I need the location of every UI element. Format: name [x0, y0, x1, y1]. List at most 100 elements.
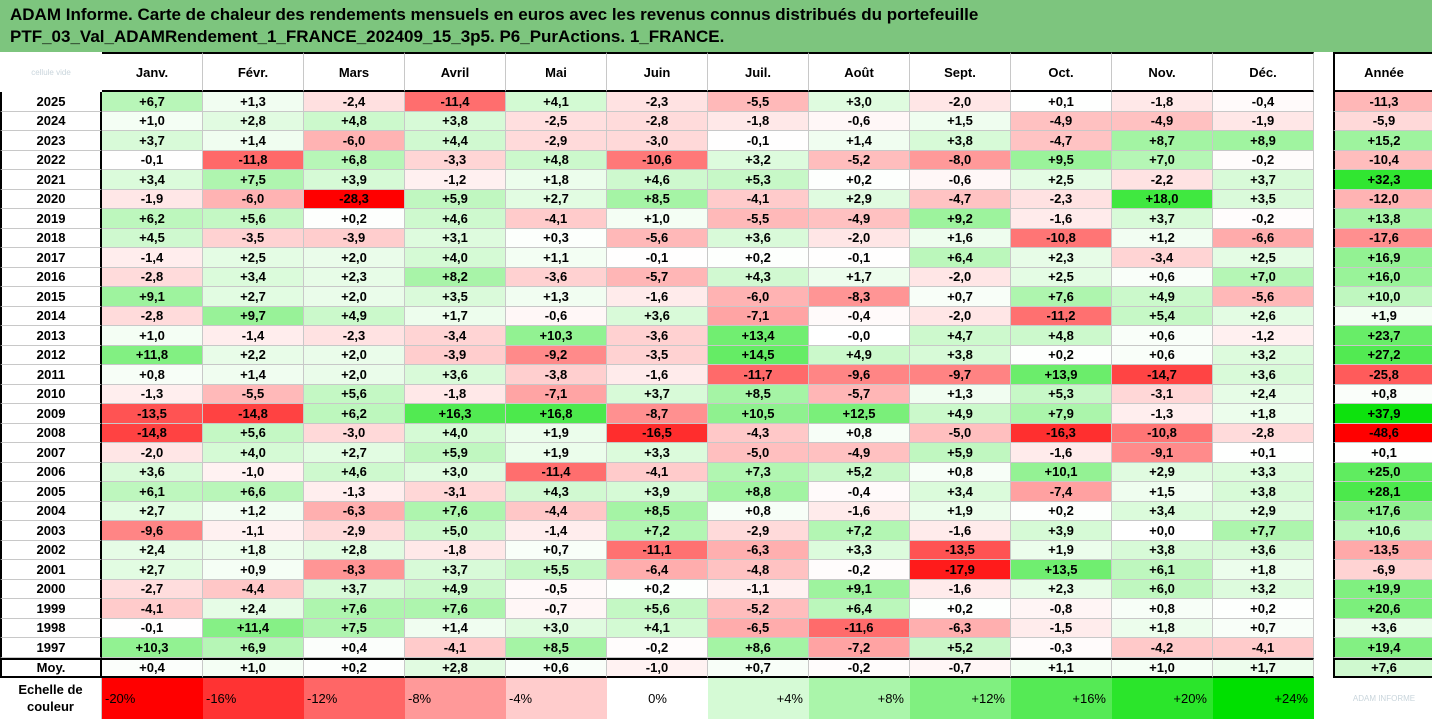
heatmap-cell: +2,5	[1213, 248, 1314, 268]
heatmap-cell: +3,7	[607, 384, 708, 404]
color-scale-label: Echelle de couleur	[0, 677, 102, 719]
heatmap-cell: +6,2	[102, 209, 203, 229]
heatmap-cell: +7,9	[1011, 404, 1112, 424]
heatmap-cell: +2,7	[304, 443, 405, 463]
annual-cell: +16,0	[1333, 267, 1432, 287]
heatmap-cell: -13,5	[910, 540, 1011, 560]
heatmap-cell: +5,9	[910, 443, 1011, 463]
annual-cell: -6,9	[1333, 560, 1432, 580]
heatmap-cell: +5,6	[203, 209, 304, 229]
heatmap-cell: +3,7	[304, 579, 405, 599]
heatmap-cell: +2,9	[1213, 501, 1314, 521]
average-cell: +1,0	[203, 657, 304, 678]
heatmap-cell: -1,6	[910, 579, 1011, 599]
column-gap	[1314, 345, 1333, 365]
heatmap-cell: +5,6	[203, 423, 304, 443]
average-cell: +0,6	[506, 657, 607, 678]
heatmap-cell: -3,6	[506, 267, 607, 287]
heatmap-cell: -4,1	[506, 209, 607, 229]
heatmap-cell: -14,8	[102, 423, 203, 443]
heatmap-cell: -7,1	[506, 384, 607, 404]
heatmap-cell: +7,6	[405, 599, 506, 619]
heatmap-cell: +1,9	[1011, 540, 1112, 560]
heatmap-cell: +1,9	[506, 443, 607, 463]
heatmap-cell: +1,6	[910, 228, 1011, 248]
year-label: 2006	[0, 462, 102, 482]
heatmap-cell: +7,2	[809, 521, 910, 541]
annual-cell: -25,8	[1333, 365, 1432, 385]
heatmap-cell: +7,6	[1011, 287, 1112, 307]
column-gap	[1314, 521, 1333, 541]
heatmap-cell: -1,1	[203, 521, 304, 541]
bottom-watermark: ADAM INFORME	[1352, 693, 1416, 703]
column-gap	[1314, 678, 1333, 719]
heatmap-cell: +1,8	[1112, 618, 1213, 638]
annual-cell: -48,6	[1333, 423, 1432, 443]
annual-cell: +37,9	[1333, 404, 1432, 424]
heatmap-cell: -1,6	[607, 365, 708, 385]
heatmap-cell: -0,2	[809, 560, 910, 580]
heatmap-cell: +3,8	[910, 345, 1011, 365]
heatmap-cell: +4,6	[607, 170, 708, 190]
annual-cell: -17,6	[1333, 228, 1432, 248]
heatmap-cell: +6,7	[102, 92, 203, 112]
heatmap-cell: -3,0	[607, 131, 708, 151]
column-gap	[1314, 287, 1333, 307]
heatmap-cell: +0,8	[809, 423, 910, 443]
column-gap	[1314, 209, 1333, 229]
heatmap-cell: +6,1	[1112, 560, 1213, 580]
heatmap-cell: +0,7	[1213, 618, 1314, 638]
heatmap-cell: -7,1	[708, 306, 809, 326]
heatmap-cell: +5,4	[1112, 306, 1213, 326]
heatmap-cell: -28,3	[304, 189, 405, 209]
month-header: Janv.	[102, 52, 203, 92]
heatmap-cell: +1,4	[203, 131, 304, 151]
annual-cell: +32,3	[1333, 170, 1432, 190]
column-gap	[1314, 404, 1333, 424]
heatmap-cell: -7,2	[809, 638, 910, 658]
heatmap-cell: -11,2	[1011, 306, 1112, 326]
heatmap-cell: +8,7	[1112, 131, 1213, 151]
year-label: 2012	[0, 345, 102, 365]
heatmap-cell: +5,5	[506, 560, 607, 580]
heatmap-cell: -1,4	[203, 326, 304, 346]
heatmap-cell: -1,6	[809, 501, 910, 521]
heatmap-cell: -8,3	[304, 560, 405, 580]
heatmap-cell: +3,3	[607, 443, 708, 463]
average-cell: -0,7	[910, 657, 1011, 678]
year-label: 2000	[0, 579, 102, 599]
average-cell: -0,2	[809, 657, 910, 678]
column-gap	[1314, 501, 1333, 521]
heatmap-cell: +10,1	[1011, 462, 1112, 482]
heatmap-cell: +4,9	[809, 345, 910, 365]
heatmap-cell: -6,3	[304, 501, 405, 521]
heatmap-cell: -2,9	[304, 521, 405, 541]
color-scale-stop: +8%	[809, 677, 910, 719]
heatmap-cell: +1,2	[203, 501, 304, 521]
heatmap-cell: +6,0	[1112, 579, 1213, 599]
heatmap-cell: +5,6	[304, 384, 405, 404]
heatmap-cell: +2,4	[1213, 384, 1314, 404]
column-gap	[1314, 482, 1333, 502]
heatmap-cell: -5,6	[607, 228, 708, 248]
heatmap-cell: -3,6	[607, 326, 708, 346]
heatmap-cell: +12,5	[809, 404, 910, 424]
heatmap-cell: -0,6	[506, 306, 607, 326]
heatmap-cell: -2,3	[607, 92, 708, 112]
color-scale-stop: +4%	[708, 677, 809, 719]
heatmap-cell: -3,8	[506, 365, 607, 385]
heatmap-cell: +3,0	[809, 92, 910, 112]
heatmap-cell: -1,1	[708, 579, 809, 599]
heatmap-cell: +3,3	[1213, 462, 1314, 482]
heatmap-cell: +3,6	[405, 365, 506, 385]
month-header: Déc.	[1213, 52, 1314, 92]
annual-cell: -5,9	[1333, 111, 1432, 131]
month-header: Mars	[304, 52, 405, 92]
heatmap-cell: -4,2	[1112, 638, 1213, 658]
heatmap-cell: -4,9	[1112, 111, 1213, 131]
heatmap-cell: -4,7	[910, 189, 1011, 209]
heatmap-cell: +9,1	[809, 579, 910, 599]
year-label: 2021	[0, 170, 102, 190]
heatmap-cell: -9,1	[1112, 443, 1213, 463]
annual-cell: -12,0	[1333, 189, 1432, 209]
